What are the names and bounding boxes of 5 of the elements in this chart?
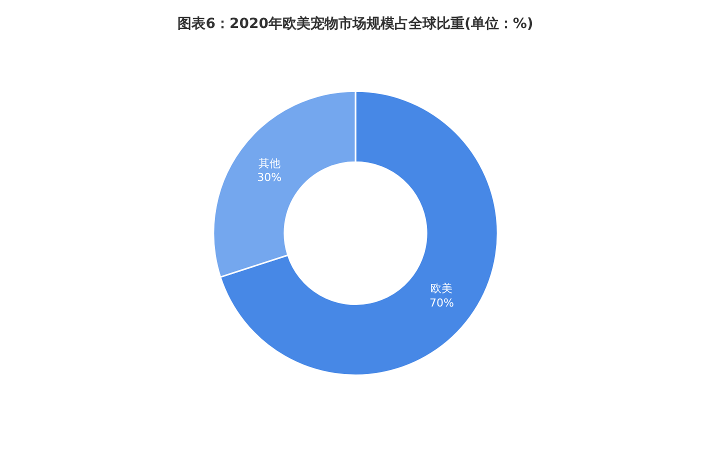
slice-label: 欧美 [430, 282, 453, 296]
data-label: 30% [257, 171, 282, 184]
slice-label: 其他 [258, 156, 280, 170]
chart-title: 图表6：2020年欧美宠物市场规模占全球比重(单位：%) [178, 14, 534, 32]
data-label: 70% [429, 296, 454, 310]
